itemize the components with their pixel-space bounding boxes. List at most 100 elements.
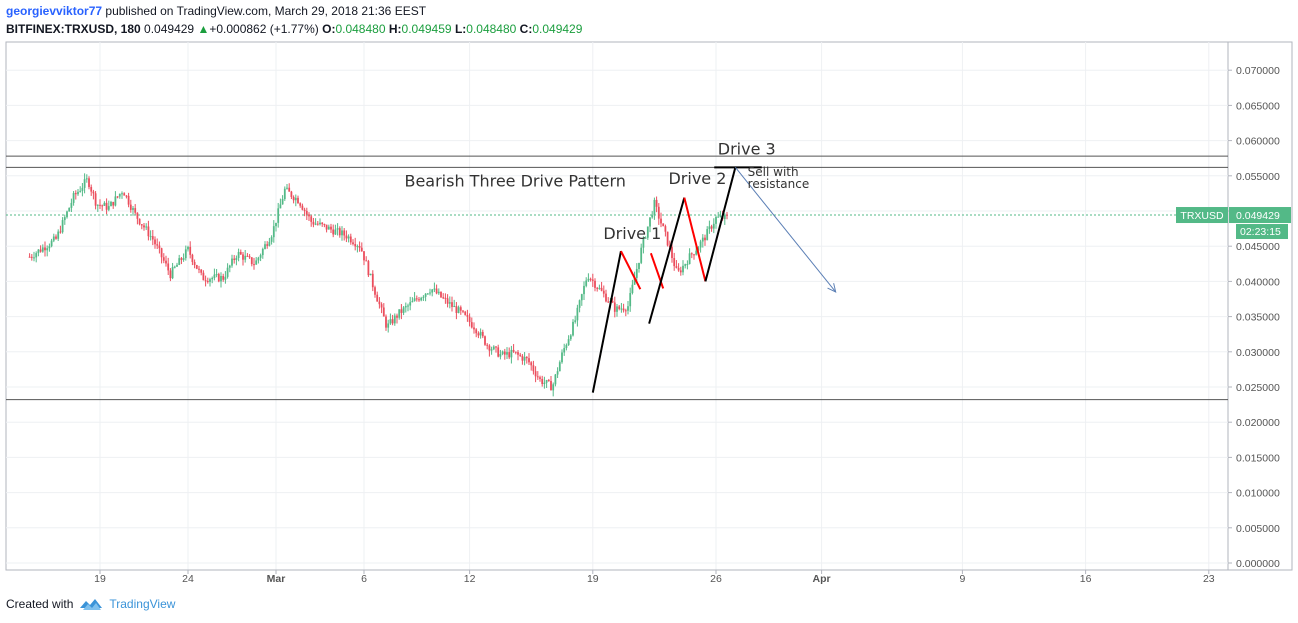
candle-body: [116, 196, 119, 198]
candle-body: [578, 300, 581, 308]
candle-body: [57, 231, 60, 239]
candle-body: [79, 190, 82, 192]
candle-body: [99, 204, 101, 206]
candle-body: [330, 226, 332, 230]
candle-body: [589, 278, 592, 280]
candle-body: [112, 201, 115, 206]
candle-body: [684, 264, 687, 266]
candle-body: [501, 351, 504, 354]
candle-body: [706, 229, 709, 241]
candle-body: [508, 352, 511, 358]
y-tick-label: 0.060000: [1236, 136, 1280, 148]
candle-body: [52, 236, 55, 241]
y-tick-label: 0.030000: [1236, 347, 1280, 359]
candle-body: [66, 211, 68, 218]
candle-body: [627, 306, 629, 311]
chart-annotation: Sell with: [748, 165, 799, 179]
candle-body: [180, 258, 183, 260]
candle-body: [231, 258, 233, 266]
candle-body: [248, 256, 251, 258]
y-tick-label: 0.025000: [1236, 382, 1280, 394]
low-value: 0.048480: [466, 22, 517, 36]
candle-body: [94, 193, 97, 206]
author-link[interactable]: georgievviktor77: [6, 4, 103, 18]
candle-body: [545, 380, 548, 383]
candle-body: [576, 307, 579, 321]
candle-body: [688, 253, 691, 265]
candle-body: [644, 237, 647, 239]
candle-body: [569, 335, 572, 340]
y-tick-label: 0.035000: [1236, 312, 1280, 324]
candle-body: [217, 274, 220, 282]
projection-arrow-head: [827, 283, 837, 293]
candle-body: [649, 217, 651, 227]
candle-body: [565, 344, 568, 349]
x-tick-label: 16: [1080, 573, 1092, 585]
candle-body: [140, 224, 143, 226]
candle-body: [297, 197, 299, 204]
candle-body: [303, 209, 306, 211]
candle-body: [396, 315, 398, 318]
candle-body: [624, 310, 627, 312]
candle-body: [162, 257, 165, 261]
candle-body: [517, 352, 519, 355]
candle-body: [90, 187, 93, 192]
chart-annotation: Bearish Three Drive Pattern: [404, 171, 625, 190]
candle-body: [697, 247, 700, 251]
x-tick-label: 9: [959, 573, 965, 585]
candle-body: [50, 240, 53, 247]
candle-body: [378, 301, 381, 305]
candle-body: [387, 323, 390, 328]
candle-body: [268, 241, 271, 246]
candle-body: [281, 199, 284, 205]
candle-body: [633, 277, 636, 285]
candle-body: [123, 193, 126, 196]
candle-body: [343, 230, 346, 236]
drive-leg-line: [683, 197, 707, 282]
candle-body: [127, 195, 130, 205]
candle-body: [693, 254, 695, 256]
candle-body: [301, 205, 304, 210]
candle-body: [310, 216, 313, 222]
candle-body: [160, 248, 163, 258]
candle-body: [189, 246, 192, 255]
candle-body: [275, 222, 277, 227]
candle-body: [446, 298, 449, 304]
high-label: H:: [388, 22, 402, 36]
candle-body: [261, 248, 264, 256]
candle-body: [294, 197, 297, 201]
candle-body: [191, 254, 194, 263]
candle-body: [288, 187, 291, 192]
candle-body: [37, 249, 40, 254]
candle-body: [642, 237, 645, 248]
candle-body: [719, 215, 722, 217]
candle-body: [228, 265, 231, 268]
candle-body: [468, 316, 471, 323]
candle-body: [393, 315, 396, 324]
candle-body: [587, 278, 590, 281]
candle-body: [156, 244, 159, 246]
candle-body: [391, 319, 394, 324]
tradingview-link[interactable]: TradingView: [109, 597, 176, 611]
candle-body: [158, 245, 161, 249]
candle-body: [363, 251, 365, 261]
candle-body: [380, 304, 383, 308]
candle-body: [591, 279, 594, 281]
chart-annotation: Drive 2: [668, 169, 726, 188]
candle-body: [675, 266, 678, 268]
candle-body: [433, 288, 436, 290]
candle-body: [81, 187, 84, 191]
candle-body: [495, 346, 497, 348]
drive-leg-line: [648, 197, 686, 324]
x-tick-label: 12: [464, 573, 476, 585]
candle-body: [308, 214, 310, 217]
candle-body: [444, 297, 447, 299]
candle-body: [404, 306, 407, 308]
candle-body: [83, 179, 86, 188]
close-label: C:: [519, 22, 533, 36]
candle-body: [239, 251, 242, 255]
candle-body: [187, 246, 189, 250]
candle-body: [85, 178, 88, 180]
price-chart[interactable]: 0.0700000.0650000.0600000.0550000.050000…: [0, 40, 1298, 590]
candle-body: [338, 228, 341, 236]
